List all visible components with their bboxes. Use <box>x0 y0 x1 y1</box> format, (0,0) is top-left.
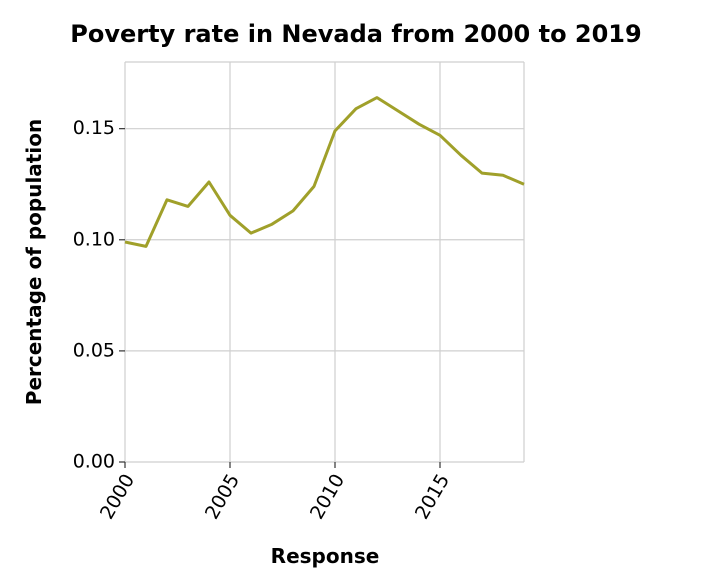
y-tick-label: 0.10 <box>73 228 115 250</box>
x-tick-label: 2000 <box>96 470 139 523</box>
y-tick-label: 0.00 <box>73 451 115 473</box>
series-line <box>124 96 525 248</box>
grid <box>124 61 525 463</box>
y-tick-label: 0.05 <box>73 339 115 361</box>
y-tick-labels: 0.00 0.05 0.10 0.15 <box>73 117 115 472</box>
x-tick-labels: 2000 2005 2010 2015 <box>96 470 454 523</box>
y-axis-title: Percentage of population <box>22 119 46 405</box>
x-axis-title: Response <box>271 544 380 568</box>
y-tick-label: 0.15 <box>73 117 115 139</box>
x-tick-label: 2015 <box>411 470 454 523</box>
x-tick-label: 2010 <box>306 470 349 523</box>
axis-ticks <box>119 128 441 468</box>
series <box>124 96 525 248</box>
x-tick-label: 2005 <box>201 470 244 523</box>
chart-title: Poverty rate in Nevada from 2000 to 2019 <box>70 20 641 48</box>
